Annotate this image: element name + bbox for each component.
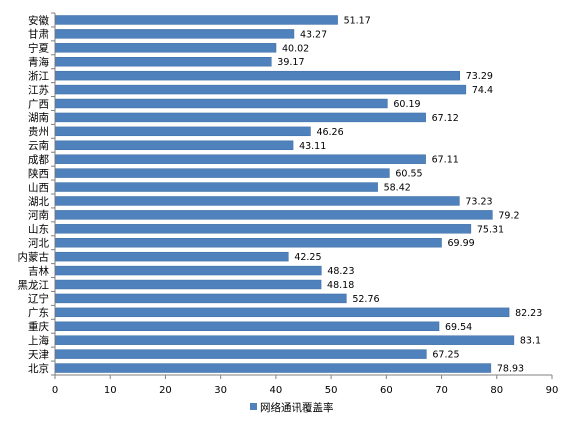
data-label: 69.54 (445, 322, 472, 333)
category-label: 广西 (28, 98, 49, 110)
legend: 网络通讯覆盖率 (250, 401, 334, 414)
x-tick-label: 40 (270, 385, 283, 396)
category-label: 广东 (28, 306, 49, 319)
category-label: 河南 (28, 209, 49, 222)
bar-河北 (55, 238, 442, 248)
x-tick-label: 0 (52, 385, 58, 396)
x-tick-label: 10 (104, 385, 117, 396)
category-label: 甘肃 (28, 28, 49, 41)
data-label: 52.76 (352, 294, 379, 305)
data-label: 67.12 (432, 113, 459, 124)
bar-贵州 (55, 126, 311, 137)
category-label: 贵州 (28, 125, 49, 138)
bar-重庆 (55, 321, 440, 331)
x-tick-label: 20 (159, 385, 172, 396)
data-label: 74.4 (472, 85, 493, 96)
data-label: 67.11 (432, 155, 459, 166)
data-label: 46.26 (316, 127, 343, 138)
bar-湖北 (55, 196, 460, 206)
data-label: 43.11 (299, 141, 326, 152)
x-axis-ticks: 0 10 20 30 40 50 60 70 80 90 (51, 12, 559, 396)
data-label: 42.25 (294, 252, 321, 263)
data-label: 60.19 (393, 99, 420, 110)
data-label: 73.23 (465, 196, 492, 207)
category-label: 重庆 (28, 320, 49, 333)
category-label: 山西 (28, 182, 49, 194)
bar-广东 (55, 307, 510, 318)
bar-浙江 (55, 70, 460, 81)
category-label: 成都 (28, 154, 49, 166)
bar-山西 (55, 182, 378, 192)
category-label: 辽宁 (28, 292, 49, 305)
data-label: 39.17 (277, 57, 304, 68)
category-label: 江苏 (28, 83, 49, 96)
bar-成都 (55, 154, 426, 164)
data-label: 83.1 (520, 336, 541, 347)
data-label: 69.99 (448, 238, 475, 249)
category-label: 湖南 (28, 111, 49, 124)
x-tick-label: 50 (325, 385, 338, 396)
data-label: 79.2 (498, 210, 519, 221)
bar-上海 (55, 335, 515, 345)
data-label: 43.27 (300, 29, 327, 40)
data-label: 40.02 (282, 43, 309, 54)
category-label: 青海 (28, 56, 49, 69)
data-label: 82.23 (515, 308, 542, 319)
category-label: 北京 (28, 362, 49, 375)
data-label: 48.18 (327, 280, 354, 291)
x-tick-label: 80 (490, 385, 503, 396)
data-label: 78.93 (497, 364, 524, 375)
bar-甘肃 (55, 29, 295, 39)
bar-广西 (55, 98, 388, 109)
bar-湖南 (55, 112, 426, 123)
legend-swatch (250, 403, 257, 410)
category-label: 安徽 (28, 14, 49, 27)
category-label: 浙江 (28, 70, 49, 82)
category-label: 内蒙古 (18, 250, 50, 263)
x-tick-label: 30 (214, 385, 227, 396)
category-label: 天津 (28, 349, 49, 361)
data-label: 60.55 (395, 169, 422, 180)
bar-山东 (55, 224, 472, 234)
category-label: 云南 (28, 139, 49, 152)
category-label: 河北 (28, 238, 49, 250)
data-label: 67.25 (432, 350, 459, 361)
data-label: 75.31 (477, 224, 504, 235)
bar-吉林 (55, 265, 322, 276)
category-labels: 安徽甘肃宁夏青海浙江江苏广西湖南贵州云南成都陕西山西湖北河南山东河北内蒙古吉林黑… (18, 14, 50, 375)
x-tick-label: 60 (380, 385, 393, 396)
bar-天津 (55, 349, 427, 359)
category-label: 湖北 (28, 196, 49, 208)
bar-云南 (55, 140, 294, 150)
bar-宁夏 (55, 43, 277, 53)
category-label: 宁夏 (28, 42, 49, 55)
category-label: 陕西 (28, 167, 49, 180)
bar-江苏 (55, 84, 467, 95)
bar-青海 (55, 57, 272, 67)
value-labels: 51.17 43.27 40.02 39.17 73.29 74.4 60.19 67.12 4… (277, 15, 542, 374)
bar-北京 (55, 363, 492, 373)
bar-安徽 (55, 15, 338, 25)
bar-河南 (55, 210, 493, 220)
legend-label: 网络通讯覆盖率 (260, 401, 334, 414)
data-label: 48.23 (327, 266, 354, 277)
bar-辽宁 (55, 293, 347, 304)
bars-layer (55, 15, 515, 373)
category-label: 吉林 (28, 264, 49, 277)
category-label: 山东 (28, 223, 49, 236)
category-label: 黑龙江 (18, 278, 50, 291)
data-label: 51.17 (344, 15, 371, 26)
bar-内蒙古 (55, 251, 289, 262)
bar-陕西 (55, 168, 390, 178)
data-label: 58.42 (384, 183, 411, 194)
x-tick-label: 70 (435, 385, 448, 396)
category-label: 上海 (28, 334, 49, 347)
data-label: 73.29 (466, 71, 493, 82)
bar-黑龙江 (55, 279, 322, 290)
x-tick-label: 90 (546, 385, 559, 396)
